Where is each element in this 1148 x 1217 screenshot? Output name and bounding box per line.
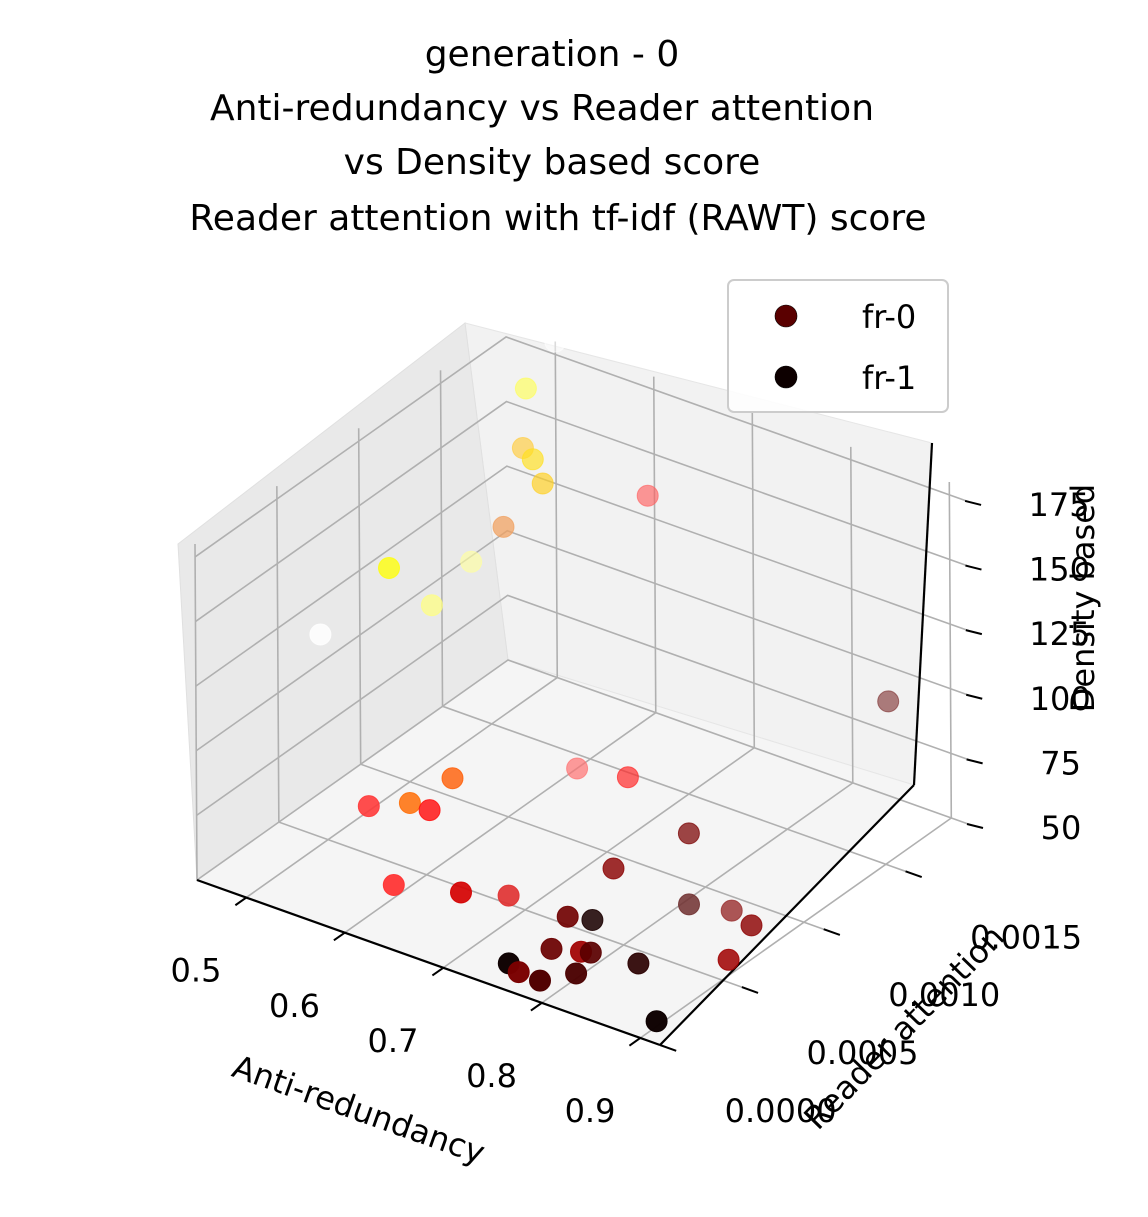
data-point-fr-0 <box>616 766 639 789</box>
legend: fr-0 fr-1 <box>727 279 949 413</box>
z-tick-label: 125 <box>1029 615 1090 653</box>
data-point-fr-0 <box>602 857 625 880</box>
axes <box>196 442 934 1047</box>
x-tick-label: 0.8 <box>466 1057 517 1095</box>
data-point-fr-0 <box>540 937 563 960</box>
x-tick-label: 0.6 <box>269 987 320 1025</box>
data-point-fr-0 <box>544 330 567 353</box>
data-point-fr-0 <box>492 515 515 538</box>
z-tick-label: 50 <box>1041 809 1082 847</box>
data-point-fr-0 <box>531 472 554 495</box>
z-axis-line <box>912 442 934 786</box>
axis-ticks: 0.5 0.6 0.7 0.8 0.9 0.0000 0.0005 0.0010 0.0015 5… <box>171 486 1091 1130</box>
z-tick-label: 175 <box>1029 486 1090 524</box>
z-axis-label: Density based <box>1064 484 1102 712</box>
data-point-fr-0 <box>521 448 544 471</box>
data-point-fr-0 <box>450 881 472 904</box>
data-point-fr-0 <box>382 874 405 896</box>
data-point-fr-0 <box>420 594 443 617</box>
y-tick-mark <box>905 870 923 879</box>
data-point-fr-0 <box>565 962 588 985</box>
data-point-fr-0 <box>636 484 659 507</box>
title-line-3: vs Density based score <box>344 142 761 183</box>
data-point-fr-0 <box>529 969 551 992</box>
z-gridline <box>196 659 972 881</box>
z-tick-mark <box>965 629 983 636</box>
z-tick-mark <box>966 758 983 765</box>
z-tick-mark <box>966 823 984 829</box>
z-gridline <box>195 465 971 687</box>
legend-label-fr-1: fr-1 <box>862 359 916 397</box>
data-point-fr-0 <box>566 757 589 780</box>
data-point-fr-0 <box>717 948 740 971</box>
title-line-2: Anti-redundancy vs Reader attention <box>210 88 874 129</box>
x-tick-label: 0.5 <box>171 952 222 990</box>
title-line-4: Reader attention with tf-idf (RAWT) scor… <box>189 198 926 239</box>
data-point-fr-0 <box>378 557 400 579</box>
z-gridline <box>194 336 970 558</box>
z-gridline <box>196 594 971 817</box>
z-tick-label: 100 <box>1030 680 1091 718</box>
axes-panes <box>177 322 933 1046</box>
x-tick-mark <box>530 1002 543 1012</box>
data-point-fr-0 <box>556 905 579 928</box>
x-axis-label: Anti-redundancy <box>228 1047 490 1172</box>
x-tick-mark <box>628 1037 641 1047</box>
y-tick-label: 0.0005 <box>806 1034 918 1072</box>
z-tick-label: 75 <box>1040 744 1081 782</box>
y-tick-mark <box>741 986 759 994</box>
y-tick-mark <box>659 1044 677 1052</box>
legend-label-fr-0: fr-0 <box>862 298 916 336</box>
legend-marker-fr-1 <box>774 365 798 389</box>
data-point-fr-0 <box>398 792 421 814</box>
data-point-fr-0 <box>581 909 604 931</box>
data-point-fr-0 <box>514 377 537 400</box>
z-tick-mark <box>965 693 983 700</box>
x-tick-mark <box>333 931 346 942</box>
y-tick-label: 0.0010 <box>888 976 1000 1014</box>
x-tick-label: 0.9 <box>565 1092 616 1130</box>
data-point-fr-0 <box>627 952 650 975</box>
data-point-fr-0 <box>497 884 520 907</box>
data-point-fr-0 <box>579 941 602 964</box>
z-tick-label: 150 <box>1029 551 1090 589</box>
data-point-fr-0 <box>309 623 332 646</box>
y-axis-label: Reader attention <box>796 918 1011 1137</box>
title-line-1: generation - 0 <box>425 34 680 75</box>
z-gridline <box>194 400 970 623</box>
data-point-fr-0 <box>507 961 530 984</box>
x-tick-mark <box>234 896 247 907</box>
data-point-fr-0 <box>678 893 700 916</box>
z-tick-mark <box>964 499 982 506</box>
z-tick-mark <box>965 564 982 571</box>
y-axis-line <box>659 784 915 1046</box>
data-point-fr-0 <box>740 914 763 937</box>
data-point-fr-0 <box>720 899 743 922</box>
x-axis-line <box>196 878 661 1047</box>
data-points <box>309 330 900 1033</box>
legend-marker-fr-0 <box>774 304 798 328</box>
data-point-fr-0 <box>357 795 380 818</box>
chart-title: generation - 0 Anti-redundancy vs Reader… <box>189 34 926 239</box>
x-tick-mark <box>431 966 444 977</box>
data-point-fr-1 <box>645 1010 668 1033</box>
data-point-fr-0 <box>460 550 483 573</box>
y-tick-label: 0.0000 <box>725 1092 837 1130</box>
data-point-fr-0 <box>418 799 441 822</box>
y-tick-mark <box>823 928 841 936</box>
data-point-fr-0 <box>877 690 900 713</box>
x-tick-label: 0.7 <box>368 1022 419 1060</box>
data-point-fr-0 <box>441 767 464 790</box>
y-tick-label: 0.0015 <box>970 918 1082 956</box>
data-point-fr-0 <box>677 822 700 845</box>
